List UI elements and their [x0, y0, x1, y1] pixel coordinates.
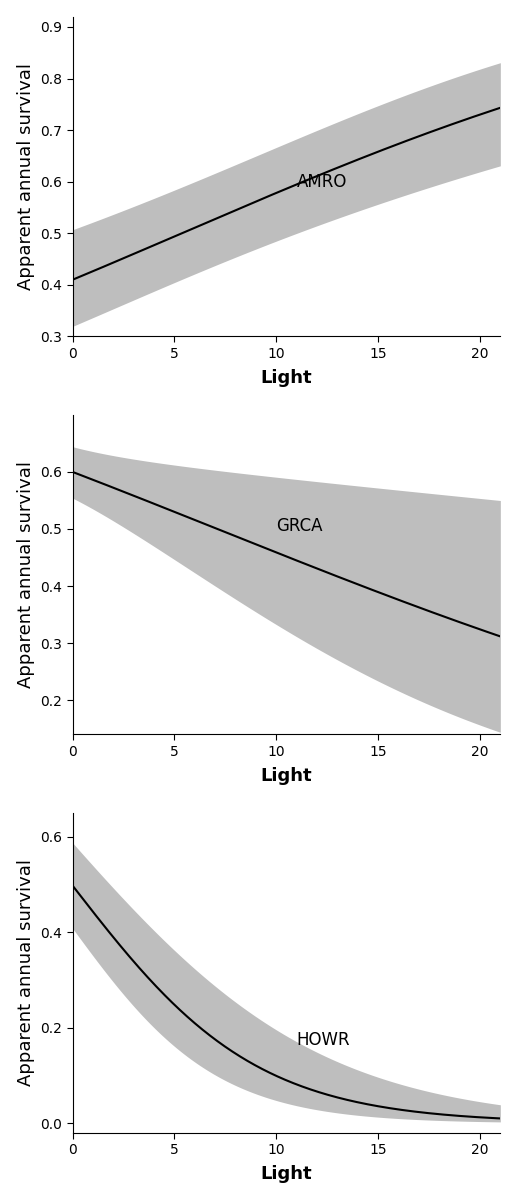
Text: AMRO: AMRO	[297, 173, 347, 191]
Y-axis label: Apparent annual survival: Apparent annual survival	[17, 859, 35, 1086]
Y-axis label: Apparent annual survival: Apparent annual survival	[17, 62, 35, 290]
X-axis label: Light: Light	[261, 767, 312, 785]
Y-axis label: Apparent annual survival: Apparent annual survival	[17, 461, 35, 688]
Text: GRCA: GRCA	[276, 517, 323, 535]
X-axis label: Light: Light	[261, 1165, 312, 1183]
Text: HOWR: HOWR	[297, 1031, 351, 1049]
X-axis label: Light: Light	[261, 370, 312, 388]
